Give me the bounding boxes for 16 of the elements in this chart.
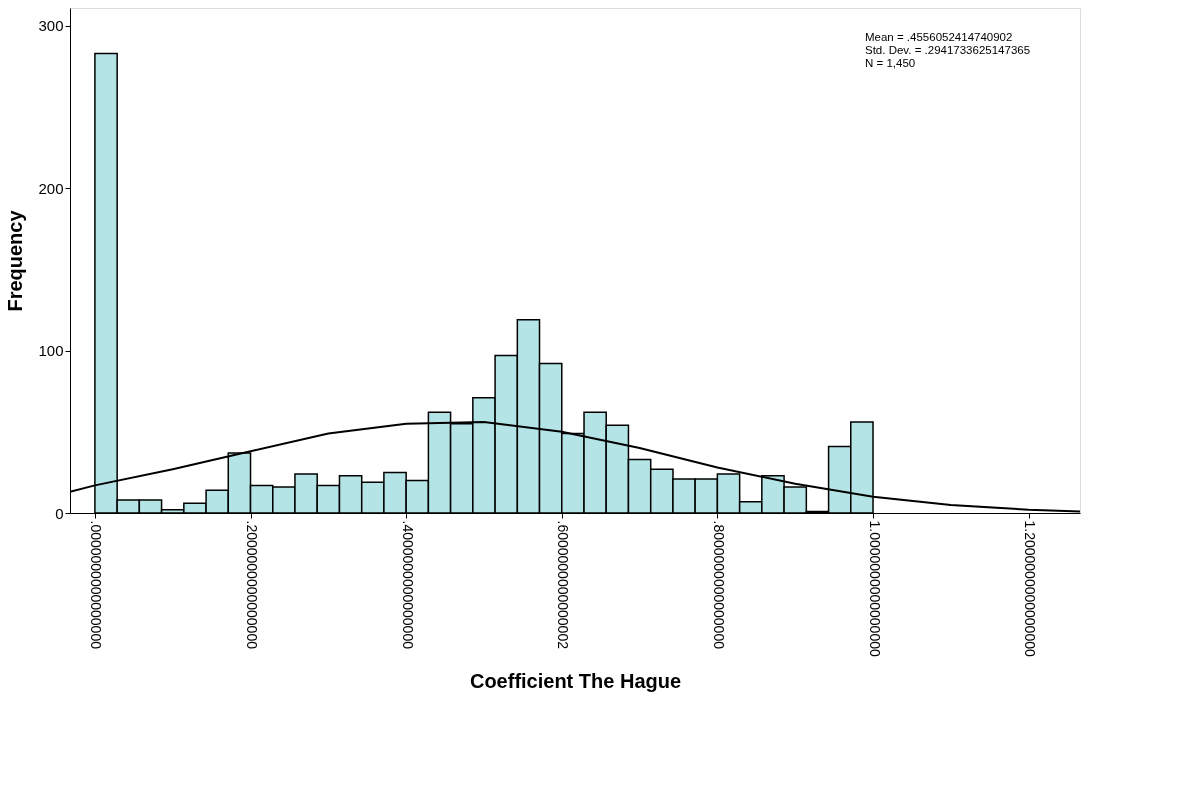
- x-tick-label: .6000000000000002: [555, 520, 572, 650]
- x-tick-label: .4000000000000000: [399, 520, 416, 650]
- y-tick-label: 300: [38, 17, 64, 35]
- y-tick-label: 200: [38, 179, 64, 197]
- x-tick-label: 1.2000000000000000: [1022, 520, 1039, 657]
- x-tick-label: 1.0000000000000000: [866, 520, 883, 657]
- y-tick-label: 0: [55, 504, 64, 522]
- annotation: Mean = .4556052414740902: [865, 31, 1013, 43]
- y-tick-label: 100: [38, 342, 64, 360]
- x-tick-label: .0000000000000000: [88, 520, 105, 650]
- x-axis-title: Coefficient The Hague: [469, 669, 682, 692]
- annotation: N = 1,450: [865, 57, 916, 69]
- x-tick-label: .2000000000000000: [244, 520, 261, 650]
- y-axis-title: Frequency: [4, 209, 27, 312]
- x-tick-label: .8000000000000000: [710, 520, 727, 650]
- annotation: Std. Dev. = .2941733625147365: [865, 44, 1031, 56]
